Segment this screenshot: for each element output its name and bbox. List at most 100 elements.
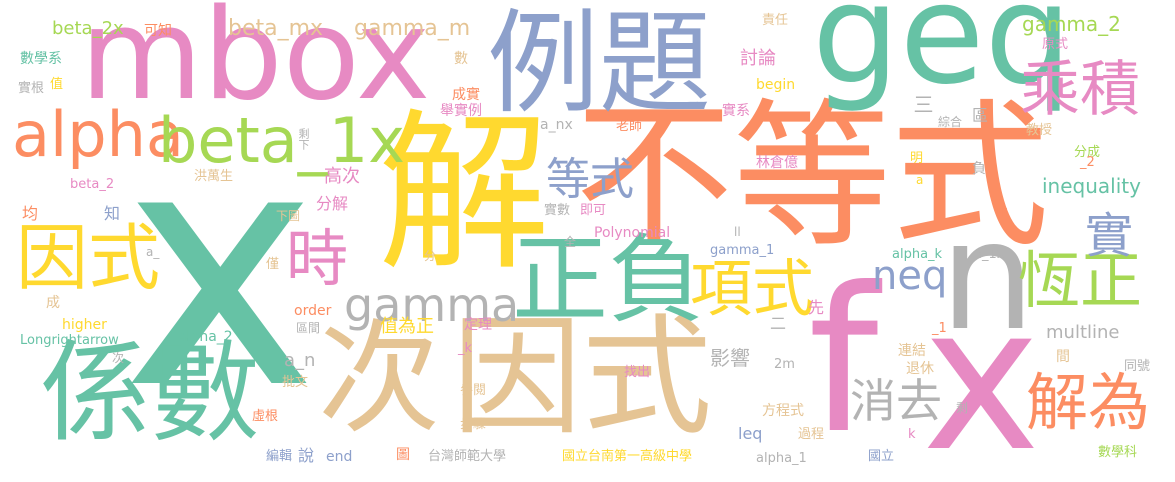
word-gamma-2: gamma_2 <box>1022 14 1121 34</box>
word-begin: begin <box>756 78 795 92</box>
word-qu: 區 <box>972 108 988 124</box>
word-hong-wan-sheng: 洪萬生 <box>194 170 233 183</box>
word-multline: multline <box>1046 324 1120 342</box>
word-sheng-xia: 剩下 <box>298 128 309 150</box>
word-beta-2x: beta_2x <box>52 20 124 38</box>
word-xia-tu: 下圖 <box>276 210 300 222</box>
word-yin-shi-left: 因式 <box>16 222 160 294</box>
word-beta-mx: beta_mx <box>228 18 323 40</box>
word-jun: 均 <box>22 206 38 222</box>
word-sheng: 剩 <box>956 402 968 414</box>
word-ming: 明 <box>910 152 923 165</box>
word-sub-k: _k <box>458 342 472 355</box>
word-lian-jie: 連結 <box>898 344 926 358</box>
word-zhi-wei-zheng: 值為正 <box>380 318 434 336</box>
word-fang-cheng-shi: 方程式 <box>762 404 804 418</box>
word-zhong: 中 <box>996 206 1008 218</box>
word-alpha-1: alpha_1 <box>756 452 807 465</box>
word-quan: 全 <box>564 236 576 248</box>
word-qu-jian: 區間 <box>296 322 320 334</box>
word-jin: 僅 <box>266 258 279 271</box>
word-jie-wei: 解為 <box>1026 372 1150 434</box>
word-tui-xiu: 退休 <box>906 362 934 376</box>
word-k-letter: k <box>908 428 916 441</box>
word-li-ti: 例題 <box>487 8 711 120</box>
word-zheng-fu: 正負 <box>512 232 704 328</box>
word-gao-ci: 高次 <box>324 168 360 186</box>
word-ji-ke: 即可 <box>580 204 606 217</box>
word-tong-hao: 同號 <box>1124 360 1150 373</box>
word-guo-li: 國立 <box>868 450 894 463</box>
word-ll: ll <box>734 226 741 238</box>
word-jian: 間 <box>1056 350 1070 364</box>
word-xiang-shi: 項式 <box>690 258 814 320</box>
word-cheng: 成 <box>46 296 60 310</box>
word-can-yue: 參閱 <box>460 384 486 397</box>
word-zong-he: 綜合 <box>938 116 962 128</box>
word-jiao-shou: 教授 <box>1026 124 1052 137</box>
word-lao-shi: 老師 <box>616 120 642 133</box>
word-leq: leq <box>738 426 762 442</box>
word-ke-zhi: 可知 <box>144 24 172 38</box>
word-heng-zheng: 恆正 <box>1018 250 1142 312</box>
word-sub-2: _2 <box>1080 156 1095 169</box>
word-inequality: inequality <box>1042 176 1141 196</box>
word-bu-zhou: 步驟 <box>460 418 486 431</box>
word-sub-1: _1 <box>932 322 947 335</box>
word-polynomial: Polynomial <box>594 226 670 240</box>
word-xiao-qu: 消去 <box>850 378 942 424</box>
word-ze-ren: 責任 <box>762 14 788 27</box>
word-a-letter: a <box>916 174 923 186</box>
word-neq: neq <box>872 256 947 296</box>
word-lin-cang-yi: 林倉億 <box>756 156 798 170</box>
word-ding-li: 定理 <box>464 318 492 332</box>
word-bian-ji: 編輯 <box>266 450 292 463</box>
word-shi2: 實 <box>1080 210 1128 258</box>
word-fu: 負 <box>972 162 986 176</box>
word-ci2: 次 <box>112 352 124 364</box>
word-a-n: a_n <box>284 352 315 370</box>
word-xi-shu: 係數 <box>40 338 260 448</box>
word-alpha-2: alpha_2 <box>178 330 233 344</box>
word-shi-gen: 實根 <box>18 82 44 95</box>
word-er: 二 <box>770 316 786 332</box>
word-alpha-k: alpha_k <box>892 248 942 261</box>
word-gamma-m: gamma_m <box>354 18 470 40</box>
word-a-under: a_ <box>146 246 159 258</box>
word-shi: 時 <box>286 228 348 290</box>
word-beta-1x: beta_1x <box>158 110 405 172</box>
word-shuo: 說 <box>298 448 314 464</box>
word-fen: 分 <box>424 250 436 262</box>
word-a-nx: a_nx <box>540 118 573 132</box>
word-ying-xiang: 影響 <box>710 348 750 368</box>
word-xu-gen: 虛根 <box>252 410 278 423</box>
word-shu: 數 <box>454 52 468 66</box>
word-zhao-chu: 找出 <box>624 366 650 379</box>
word-ju-shi-li: 舉實例 <box>440 104 482 118</box>
word-shi-xi: 實系 <box>722 104 750 118</box>
word-pi-wen: 批文 <box>282 376 308 389</box>
word-tainan-first: 國立台南第一高級中學 <box>562 450 692 463</box>
word-taiwan-normal: 台灣師範大學 <box>428 450 506 463</box>
word-yuan-shi: 原式 <box>1042 38 1068 51</box>
word-higher: higher <box>62 318 107 332</box>
word-shi-shu: 實數 <box>544 204 570 217</box>
word-end: end <box>326 450 352 464</box>
word-longrightarrow: Longrightarrow <box>20 334 119 347</box>
word-two-m: 2m <box>774 358 795 371</box>
word-beta-2: beta_2 <box>70 178 114 191</box>
word-fen-jie: 分解 <box>316 196 348 212</box>
word-tao-lun: 討論 <box>740 50 776 68</box>
word-san: 三 <box>912 94 932 114</box>
word-gamma-1: gamma_1 <box>710 244 774 257</box>
word-deng-shi: 等式 <box>546 158 634 202</box>
word-shu-xue-xi: 數學系 <box>20 52 62 66</box>
word-zhi: 值 <box>50 78 63 91</box>
word-shu-xue-ke: 數學科 <box>1098 446 1137 459</box>
word-zhi2: 知 <box>104 206 120 222</box>
word-tu: 圖 <box>396 448 410 462</box>
word-a-1x: a_1x <box>974 248 1004 261</box>
word-guo-cheng: 過程 <box>798 428 824 441</box>
word-cheng-ji: 乘積 <box>1020 60 1140 120</box>
